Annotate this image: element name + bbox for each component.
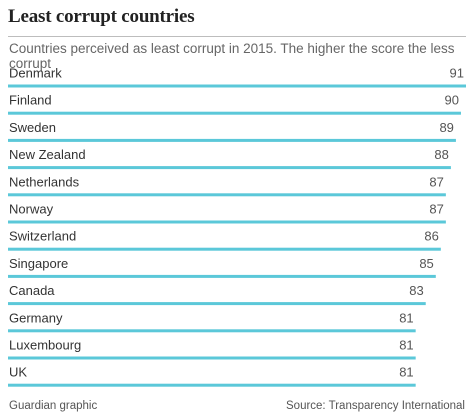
category-label: Switzerland: [9, 229, 76, 244]
bar-row: Norway 87: [8, 202, 446, 224]
bar: [8, 329, 416, 333]
category-label: New Zealand: [9, 147, 86, 162]
bar: [8, 383, 416, 387]
category-label: Luxembourg: [9, 338, 81, 353]
bar-row: Sweden 89: [8, 120, 456, 142]
bar-row: UK 81: [8, 365, 416, 387]
value-label: 85: [419, 256, 433, 271]
bar: [8, 111, 461, 115]
chart-title: Least corrupt countries: [8, 6, 195, 27]
category-label: Norway: [9, 202, 54, 217]
bar: [8, 356, 416, 360]
value-label: 87: [429, 174, 443, 189]
category-label: Finland: [9, 93, 52, 108]
category-label: Denmark: [9, 66, 62, 81]
category-label: Singapore: [9, 256, 68, 271]
bar: [8, 274, 436, 278]
category-label: UK: [9, 365, 27, 380]
value-label: 90: [444, 93, 458, 108]
bar: [8, 193, 446, 197]
category-label: Sweden: [9, 120, 56, 135]
bar-row: Luxembourg 81: [8, 338, 416, 360]
value-label: 83: [409, 283, 423, 298]
bar: [8, 166, 451, 170]
value-label: 88: [434, 147, 448, 162]
value-label: 81: [399, 365, 413, 380]
value-label: 86: [424, 229, 438, 244]
bar-row: Denmark 91: [8, 66, 466, 88]
bar-row: Germany 81: [8, 310, 416, 333]
value-label: 81: [399, 310, 413, 325]
bar: [8, 220, 446, 224]
graphic-credit: Guardian graphic: [9, 400, 98, 412]
bar: [8, 138, 456, 142]
bar-row: New Zealand 88: [8, 147, 451, 170]
bar-row: Canada 83: [8, 283, 426, 306]
category-label: Germany: [9, 310, 63, 325]
category-label: Netherlands: [9, 174, 80, 189]
title-divider: [8, 36, 466, 37]
chart-subtitle: Countries perceived as least corrupt in …: [9, 41, 455, 71]
bar-row: Finland 90: [8, 93, 461, 115]
value-label: 87: [429, 202, 443, 217]
value-label: 89: [439, 120, 453, 135]
bar-row: Singapore 85: [8, 256, 436, 278]
bar: [8, 302, 426, 306]
bar: [8, 247, 441, 251]
value-label: 81: [399, 338, 413, 353]
source-note: Source: Transparency International: [286, 400, 465, 412]
bar-row: Netherlands 87: [8, 174, 446, 197]
value-label: 91: [450, 66, 464, 81]
category-label: Canada: [9, 283, 55, 298]
bar-row: Switzerland 86: [8, 229, 441, 251]
bar: [8, 84, 466, 88]
